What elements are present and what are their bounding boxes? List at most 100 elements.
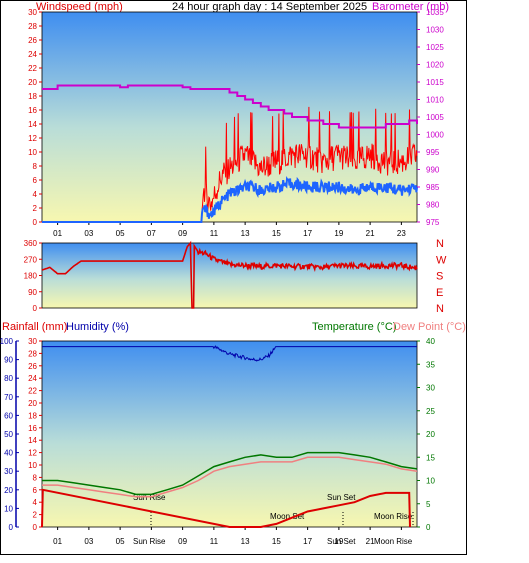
wind-x-tick-label: 07: [147, 229, 156, 238]
humidity-tick-label: 20: [4, 486, 13, 495]
direction-line: [41, 240, 418, 309]
rain-tick-label: 28: [28, 349, 37, 358]
temperature-tick-label: 5: [426, 500, 431, 509]
direction-letter: N: [436, 303, 444, 315]
temp-x-tick-label: 05: [116, 537, 125, 546]
temperature-tick-label: 40: [426, 337, 435, 346]
barometer-tick-label: 1010: [426, 96, 444, 105]
direction-letter: N: [436, 238, 444, 250]
wind-x-tick-label: 11: [210, 229, 219, 238]
wind-x-tick-label: 01: [53, 229, 62, 238]
wind-tick-label: 0: [33, 218, 38, 227]
rain-tick-label: 30: [28, 337, 37, 346]
temperature-tick-label: 30: [426, 384, 435, 393]
rainfall-line: [41, 488, 411, 528]
barometer-tick-label: 1035: [426, 8, 444, 17]
temp-x-tick-label: 21: [366, 537, 375, 546]
rain-tick-label: 0: [33, 523, 38, 532]
wind-tick-label: 8: [33, 162, 38, 171]
barometer-tick-label: 985: [426, 183, 440, 192]
humidity-tick-label: 80: [4, 374, 13, 383]
rain-tick-label: 26: [28, 362, 37, 371]
barometer-axis-title: Barometer (mb): [372, 1, 449, 13]
temp-x-tick-label: 09: [178, 537, 187, 546]
direction-letter: E: [436, 287, 443, 299]
wind-tick-label: 24: [28, 50, 37, 59]
barometer-tick-label: 990: [426, 166, 440, 175]
wind-tick-label: 30: [28, 8, 37, 17]
barometer-tick-label: 1005: [426, 113, 444, 122]
rain-tick-label: 20: [28, 399, 37, 408]
rain-tick-label: 12: [28, 449, 37, 458]
temp-x-tick-label: 01: [53, 537, 62, 546]
wind-tick-label: 20: [28, 78, 37, 87]
rain-tick-label: 10: [28, 461, 37, 470]
moonrise-label: Moon Rise: [374, 512, 413, 521]
temperature-panel-background: [41, 340, 418, 528]
humidity-axis-title: Humidity (%): [66, 321, 129, 333]
wind-tick-label: 22: [28, 64, 37, 73]
temperature-tick-label: 0: [426, 523, 431, 532]
wind-average-line: [42, 176, 418, 223]
temp-x-tick-label: 11: [210, 537, 219, 546]
temperature-tick-label: 35: [426, 360, 435, 369]
temperature-tick-label: 25: [426, 407, 435, 416]
wind-tick-label: 16: [28, 106, 37, 115]
rain-tick-label: 14: [28, 436, 37, 445]
temp-x-tick-label: 19: [334, 537, 343, 546]
humidity-tick-label: 0: [9, 523, 14, 532]
wind-x-tick-label: 09: [178, 229, 187, 238]
humidity-tick-label: 70: [4, 393, 13, 402]
wind-x-tick-label: 03: [84, 229, 93, 238]
humidity-tick-label: 50: [4, 430, 13, 439]
sunset-label: Sun Set: [327, 493, 356, 502]
barometer-tick-label: 980: [426, 201, 440, 210]
moonrise-axis-label: Moon Rise: [374, 537, 413, 546]
rain-tick-label: 6: [33, 486, 38, 495]
temperature-tick-label: 10: [426, 477, 435, 486]
humidity-tick-label: 100: [0, 337, 14, 346]
wind-x-tick-label: 23: [397, 229, 406, 238]
graph-title: 24 hour graph day : 14 September 2025: [172, 1, 367, 13]
humidity-tick-label: 40: [4, 449, 13, 458]
temp-x-tick-label: 13: [241, 537, 250, 546]
humidity-tick-label: 60: [4, 411, 13, 420]
wind-tick-label: 2: [33, 204, 38, 213]
humidity-tick-label: 30: [4, 467, 13, 476]
sunset-axis-label: Sun Set: [327, 537, 356, 546]
wind-tick-label: 6: [33, 176, 38, 185]
direction-panel-background: [41, 242, 418, 309]
barometer-tick-label: 1000: [426, 131, 444, 140]
wind-tick-label: 4: [33, 190, 38, 199]
direction-tick-label: 90: [28, 288, 37, 297]
barometer-tick-label: 1015: [426, 78, 444, 87]
dewpoint-line: [42, 456, 418, 498]
humidity-tick-label: 90: [4, 356, 13, 365]
temperature-axis-title: Temperature (°C): [312, 321, 396, 333]
direction-tick-label: 180: [24, 272, 38, 281]
temp-x-tick-label: 15: [272, 537, 281, 546]
wind-tick-label: 10: [28, 148, 37, 157]
barometer-tick-label: 995: [426, 148, 440, 157]
wind-x-tick-label: 21: [366, 229, 375, 238]
rainfall-axis-title: Rainfall (mm): [2, 321, 67, 333]
dewpoint-axis-title: Dew Point (°C): [393, 321, 466, 333]
sunrise-axis-label: Sun Rise: [133, 537, 166, 546]
moonset-label: Moon Set: [270, 512, 305, 521]
barometer-line: [42, 84, 418, 129]
wind-x-tick-label: 19: [334, 229, 343, 238]
rain-tick-label: 8: [33, 473, 38, 482]
wind-tick-label: 28: [28, 22, 37, 31]
temperature-line: [42, 451, 418, 496]
temperature-tick-label: 20: [426, 430, 435, 439]
barometer-tick-label: 1025: [426, 43, 444, 52]
windspeed-axis-title: Windspeed (mph): [36, 1, 123, 13]
barometer-tick-label: 975: [426, 218, 440, 227]
wind-x-tick-label: 15: [272, 229, 281, 238]
humidity-tick-label: 10: [4, 504, 13, 513]
direction-tick-label: 0: [33, 304, 38, 313]
temp-x-tick-label: 17: [303, 537, 312, 546]
wind-x-tick-label: 05: [116, 229, 125, 238]
